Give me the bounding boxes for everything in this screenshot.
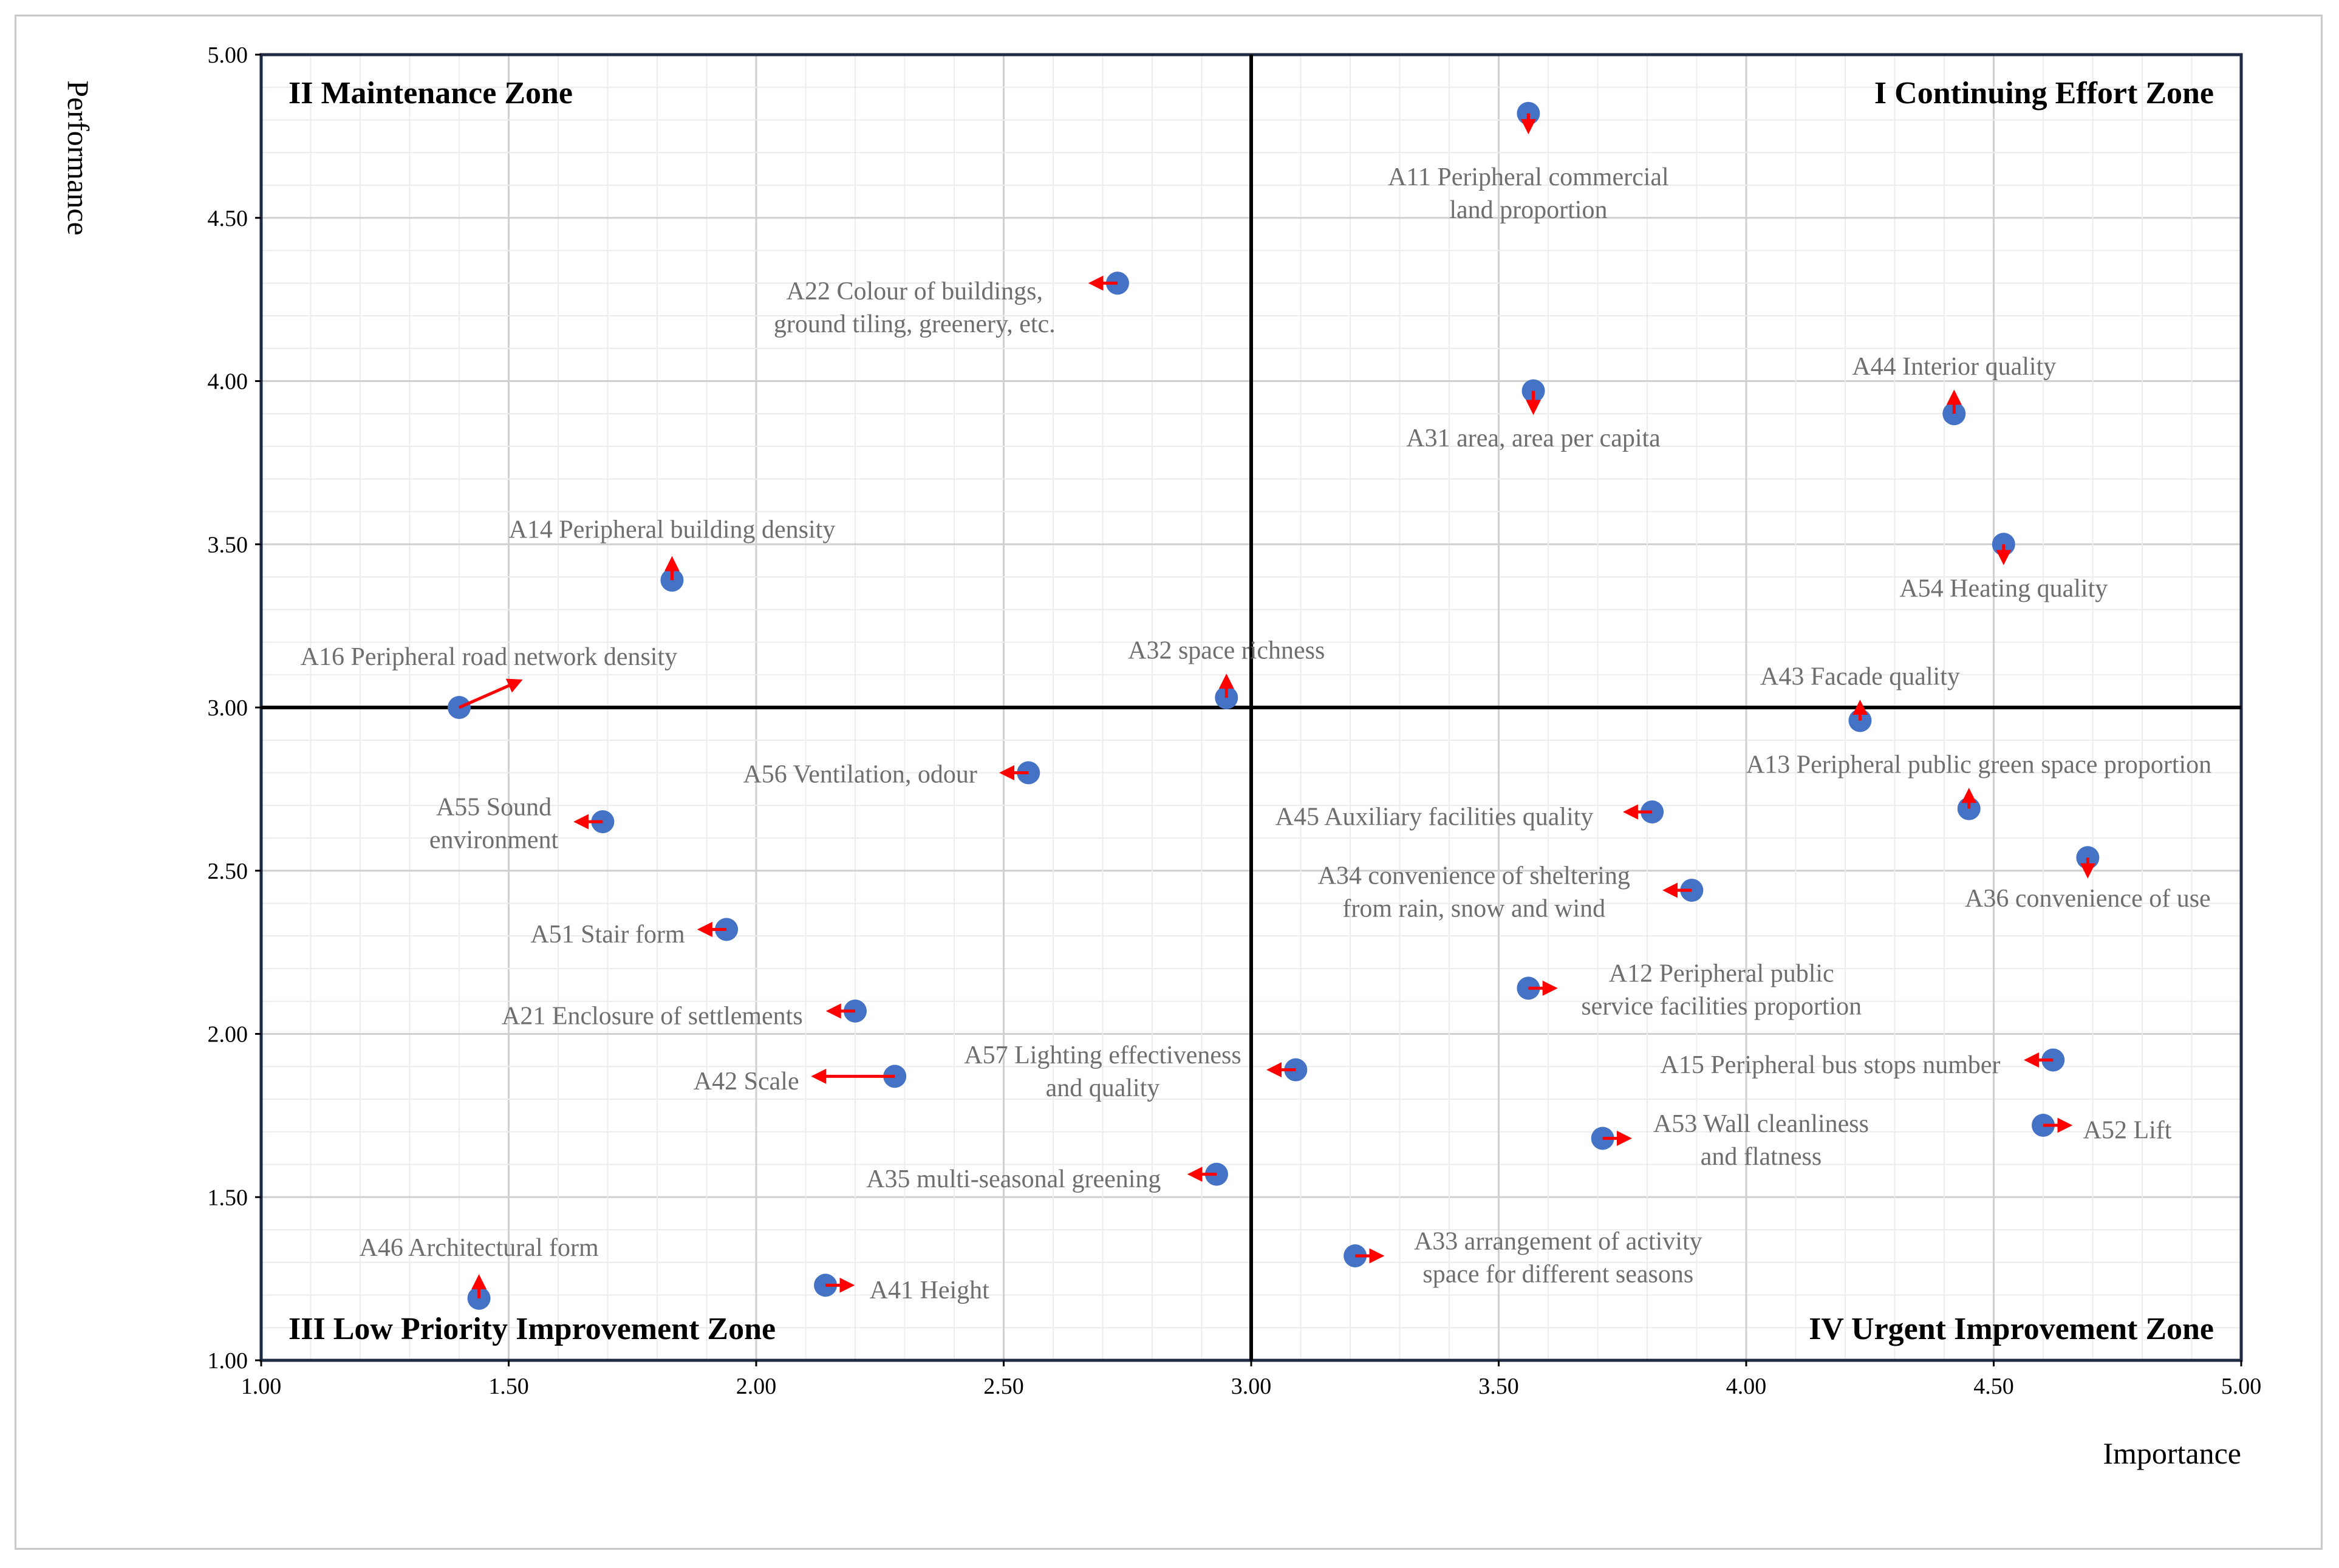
point-label: land proportion	[1449, 196, 1607, 224]
y-tick-label: 4.50	[208, 206, 248, 231]
x-axis-title: Importance	[2103, 1436, 2241, 1470]
point-label: A41 Height	[870, 1277, 989, 1304]
point-label: A33 arrangement of activity	[1414, 1227, 1702, 1255]
zone-label-IV: IV Urgent Improvement Zone	[1809, 1312, 2214, 1346]
x-tick-label: 1.00	[241, 1374, 282, 1399]
point-A41: A41 Height	[814, 1273, 989, 1304]
point-label: and flatness	[1701, 1143, 1822, 1171]
point-A13: A13 Peripheral public green space propor…	[1746, 751, 2211, 820]
point-A43: A43 Facade quality	[1760, 663, 1960, 732]
point-A51: A51 Stair form	[530, 918, 739, 949]
point-label: A51 Stair form	[530, 921, 685, 949]
zone-label-III: III Low Priority Improvement Zone	[289, 1312, 776, 1346]
point-label: A43 Facade quality	[1760, 663, 1960, 690]
point-label: A56 Ventilation, odour	[743, 761, 977, 789]
x-tick-label: 4.00	[1726, 1374, 1767, 1399]
point-A21: A21 Enclosure of settlements	[502, 999, 867, 1030]
point-label: A36 convenience of use	[1965, 885, 2211, 913]
point-A12: A12 Peripheral public service facilities …	[1517, 960, 1862, 1021]
point-A16: A16 Peripheral road network density	[301, 643, 678, 719]
point-label: A34 convenience of sheltering	[1318, 862, 1630, 890]
x-tick-label: 4.50	[1973, 1374, 2014, 1399]
point-label: service facilities proportion	[1581, 993, 1862, 1021]
point-A52: A52 Lift	[2032, 1114, 2172, 1145]
y-tick-label: 4.00	[208, 369, 248, 395]
x-tick-label: 1.50	[488, 1374, 529, 1399]
point-label: A21 Enclosure of settlements	[502, 1002, 803, 1030]
point-label: A55 Sound	[436, 793, 551, 821]
y-tick-label: 2.50	[208, 859, 248, 884]
point-A57: A57 Lighting effectiveness and quality	[964, 1041, 1308, 1102]
point-label: A44 Interior quality	[1852, 353, 2056, 381]
point-A45: A45 Auxiliary facilities quality	[1275, 800, 1664, 831]
point-A56: A56 Ventilation, odour	[743, 761, 1040, 789]
zone-label-I: I Continuing Effort Zone	[1874, 76, 2214, 111]
y-tick-label: 2.00	[208, 1022, 248, 1048]
point-label: A11 Peripheral commercial	[1388, 163, 1669, 191]
point-label: A35 multi-seasonal greening	[866, 1165, 1161, 1193]
point-label: A16 Peripheral road network density	[301, 643, 678, 671]
point-label: A15 Peripheral bus stops number	[1661, 1051, 2001, 1079]
point-A11: A11 Peripheral commercial land proportion	[1388, 101, 1669, 224]
point-label: from rain, snow and wind	[1342, 895, 1605, 922]
x-tick-label: 2.50	[983, 1374, 1024, 1399]
point-label: space for different seasons	[1422, 1260, 1693, 1288]
x-tick-label: 3.00	[1231, 1374, 1272, 1399]
point-A35: A35 multi-seasonal greening	[866, 1162, 1228, 1193]
point-label: and quality	[1046, 1074, 1160, 1102]
point-A15: A15 Peripheral bus stops number	[1661, 1048, 2065, 1079]
point-A46: A46 Architectural form	[359, 1234, 599, 1310]
figure-frame	[15, 15, 2323, 1550]
point-A31: A31 area, area per capita	[1406, 379, 1661, 452]
point-label: A13 Peripheral public green space propor…	[1746, 751, 2211, 779]
point-label: A22 Colour of buildings,	[787, 278, 1043, 305]
point-A22: A22 Colour of buildings, ground tiling, g…	[774, 271, 1129, 338]
point-A42: A42 Scale	[694, 1065, 907, 1096]
point-A53: A53 Wall cleanliness and flatness	[1591, 1110, 1869, 1171]
y-tick-label: 3.00	[208, 695, 248, 721]
point-arrow	[458, 678, 523, 709]
point-A36: A36 convenience of use	[1965, 846, 2211, 913]
x-tick-label: 5.00	[2221, 1374, 2262, 1399]
point-A44: A44 Interior quality	[1852, 353, 2056, 426]
x-tick-label: 2.00	[736, 1374, 777, 1399]
y-tick-label: 5.00	[208, 43, 248, 68]
point-label: A54 Heating quality	[1899, 574, 2108, 602]
point-label: ground tiling, greenery, etc.	[774, 310, 1056, 338]
point-label: A12 Peripheral public	[1609, 960, 1834, 988]
point-label: A52 Lift	[2083, 1117, 2172, 1145]
point-label: environment	[429, 826, 559, 854]
y-tick-label: 1.00	[208, 1348, 248, 1374]
point-label: A57 Lighting effectiveness	[964, 1041, 1241, 1069]
point-A55: A55 Sound environment	[429, 793, 615, 854]
point-label: A42 Scale	[694, 1068, 799, 1096]
y-tick-label: 3.50	[208, 532, 248, 557]
point-A34: A34 convenience of sheltering from rain, …	[1318, 862, 1704, 922]
point-A54: A54 Heating quality	[1899, 533, 2108, 602]
point-label: A45 Auxiliary facilities quality	[1275, 803, 1594, 831]
zone-label-II: II Maintenance Zone	[289, 76, 573, 111]
x-tick-label: 3.50	[1478, 1374, 1519, 1399]
y-tick-label: 1.50	[208, 1185, 248, 1210]
point-A32: A32 space richness	[1128, 636, 1325, 709]
point-label: A14 Peripheral building density	[509, 516, 836, 544]
point-A14: A14 Peripheral building density	[509, 516, 836, 592]
point-label: A46 Architectural form	[359, 1234, 599, 1262]
point-label: A32 space richness	[1128, 636, 1325, 664]
point-label: A31 area, area per capita	[1406, 424, 1661, 452]
point-label: A53 Wall cleanliness	[1653, 1110, 1869, 1138]
point-A33: A33 arrangement of activity space for dif…	[1344, 1227, 1702, 1288]
y-axis-title: Performance	[61, 80, 95, 235]
